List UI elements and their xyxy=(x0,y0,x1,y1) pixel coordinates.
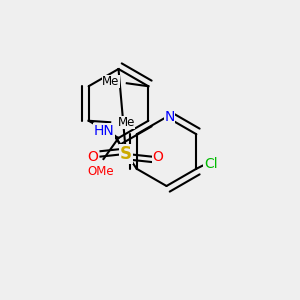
Text: S: S xyxy=(120,145,132,163)
Text: HN: HN xyxy=(94,124,115,138)
Text: O: O xyxy=(88,150,98,164)
Text: Cl: Cl xyxy=(204,157,218,171)
Text: OMe: OMe xyxy=(87,165,114,178)
Text: N: N xyxy=(164,110,175,124)
Text: O: O xyxy=(153,150,164,164)
Text: Me: Me xyxy=(102,75,119,88)
Text: Me: Me xyxy=(118,116,135,129)
